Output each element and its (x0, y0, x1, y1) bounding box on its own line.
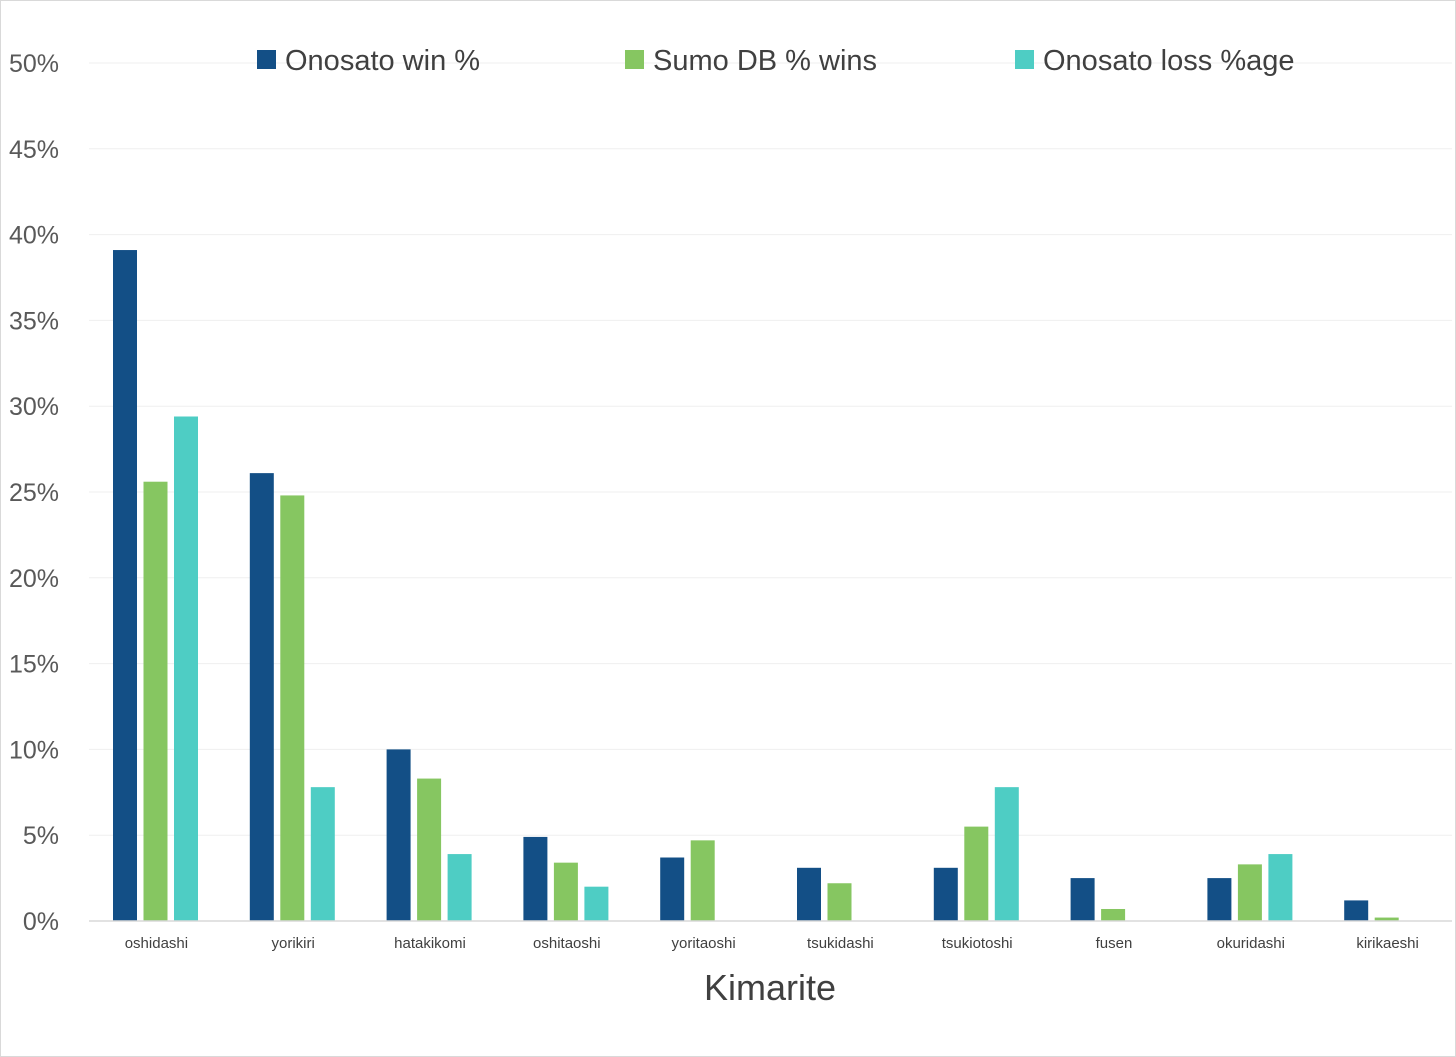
y-tick-label: 15% (9, 651, 59, 679)
legend: Onosato win % Sumo DB % wins Onosato loss … (257, 45, 1294, 77)
y-tick-label: 30% (9, 393, 59, 421)
bar-oshidashi-series-1 (113, 250, 137, 921)
bar-tsukiotoshi-series-1 (933, 867, 958, 921)
y-tick-label: 5% (23, 822, 59, 850)
y-tick-label: 45% (9, 136, 59, 164)
bars (113, 250, 1399, 921)
y-tick-label: 10% (9, 736, 59, 764)
y-tick-label: 25% (9, 479, 59, 507)
bar-kirikaeshi-series-2 (1374, 917, 1399, 921)
bar-oshitaoshi-series-3 (584, 886, 609, 921)
bar-oshitaoshi-series-2 (553, 862, 578, 921)
legend-swatch (1015, 50, 1034, 69)
x-tick-label: kirikaeshi (1356, 935, 1419, 952)
x-tick-label: tsukiotoshi (942, 935, 1013, 952)
x-tick-label: tsukidashi (807, 935, 874, 952)
bar-yoritaoshi-series-1 (660, 857, 685, 921)
legend-label: Onosato win % (285, 45, 480, 77)
bar-fusen-series-2 (1101, 908, 1126, 921)
y-tick-label: 0% (23, 908, 59, 936)
legend-swatch (257, 50, 276, 69)
y-axis-ticks: 0% 5% 10% 15% 20% 25% 30% 35% 40% 45% 50% (9, 50, 59, 936)
x-tick-label: okuridashi (1217, 935, 1285, 952)
legend-label: Sumo DB % wins (653, 45, 877, 77)
y-tick-label: 20% (9, 565, 59, 593)
x-axis-title: Kimarite (704, 967, 836, 1008)
bar-yorikiri-series-2 (280, 495, 305, 921)
bar-oshidashi-series-3 (174, 416, 198, 921)
x-tick-label: yorikiri (272, 935, 315, 952)
bar-tsukidashi-series-1 (797, 867, 821, 921)
legend-label: Onosato loss %age (1043, 45, 1294, 77)
bar-kirikaeshi-series-1 (1344, 900, 1369, 921)
bar-hatakikomi-series-1 (386, 749, 411, 921)
y-tick-label: 40% (9, 222, 59, 250)
bar-hatakikomi-series-3 (447, 854, 472, 921)
x-tick-label: fusen (1096, 935, 1133, 952)
x-tick-label: yoritaoshi (671, 935, 735, 952)
bar-oshitaoshi-series-1 (523, 836, 548, 921)
x-tick-label: hatakikomi (394, 935, 466, 952)
bar-fusen-series-1 (1070, 878, 1095, 921)
bar-yorikiri-series-1 (249, 473, 274, 921)
bar-okuridashi-series-3 (1268, 854, 1293, 921)
x-axis-ticks: oshidashi yorikiri hatakikomi oshitaoshi yor… (125, 935, 1419, 952)
x-tick-label: oshitaoshi (533, 935, 601, 952)
bar-yorikiri-series-3 (310, 787, 335, 921)
bar-okuridashi-series-1 (1207, 878, 1232, 921)
x-tick-label: oshidashi (125, 935, 188, 952)
y-tick-label: 50% (9, 50, 59, 78)
y-tick-label: 35% (9, 307, 59, 335)
bar-tsukiotoshi-series-3 (994, 787, 1019, 921)
bar-tsukidashi-series-2 (827, 883, 852, 921)
legend-swatch (625, 50, 644, 69)
bar-hatakikomi-series-2 (417, 778, 442, 921)
bar-oshidashi-series-2 (143, 481, 168, 921)
bar-okuridashi-series-2 (1237, 864, 1262, 921)
bar-yoritaoshi-series-2 (690, 840, 715, 921)
bar-tsukiotoshi-series-2 (964, 826, 989, 921)
